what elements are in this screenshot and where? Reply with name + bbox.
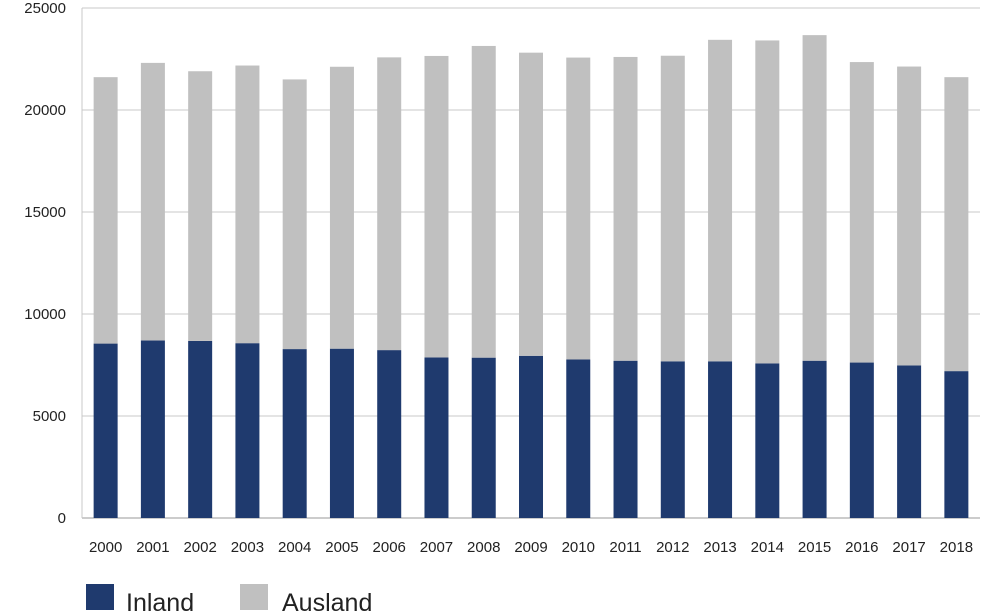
x-tick-label: 2003 (231, 539, 264, 556)
x-tick-label: 2014 (751, 539, 784, 556)
bar-inland-2016 (849, 362, 874, 518)
bar-inland-2009 (519, 355, 543, 518)
legend-label-ausland: Ausland (282, 589, 372, 616)
bar-inland-2006 (377, 350, 402, 518)
bar-ausland-2018 (944, 77, 969, 372)
bar-ausland-2000 (93, 77, 118, 344)
bar-inland-2000 (93, 343, 118, 518)
y-tick-label: 5000 (33, 408, 66, 425)
bar-inland-2018 (944, 371, 969, 518)
x-tick-label: 2008 (467, 539, 500, 556)
bar-inland-2012 (660, 361, 685, 518)
x-tick-label: 2010 (562, 539, 595, 556)
y-tick-label: 25000 (24, 0, 66, 17)
bar-inland-2010 (566, 359, 591, 518)
x-tick-label: 2011 (609, 539, 641, 556)
x-tick-label: 2017 (892, 539, 925, 556)
x-tick-label: 2004 (278, 539, 311, 556)
x-tick-label: 2013 (703, 539, 736, 556)
x-tick-label: 2000 (89, 539, 122, 556)
x-tick-label: 2018 (940, 539, 973, 556)
x-tick-label: 2016 (845, 539, 878, 556)
bar-ausland-2003 (235, 65, 260, 344)
y-tick-label: 10000 (24, 306, 66, 323)
bar-ausland-2006 (377, 57, 402, 351)
bar-ausland-2008 (471, 45, 496, 358)
x-tick-label: 2001 (136, 539, 169, 556)
bar-inland-2003 (235, 343, 260, 518)
y-tick-label: 20000 (24, 102, 66, 119)
legend-swatch-inland (86, 584, 114, 610)
x-tick-label: 2009 (514, 539, 547, 556)
bars (93, 35, 969, 518)
bar-ausland-2005 (329, 66, 354, 349)
bar-inland-2001 (140, 340, 165, 518)
bar-inland-2002 (188, 340, 213, 518)
bar-ausland-2001 (140, 62, 165, 341)
legend: Inland Ausland (86, 584, 372, 616)
bar-inland-2014 (755, 363, 780, 518)
bar-inland-2011 (613, 360, 638, 518)
bar-inland-2005 (329, 348, 354, 518)
x-tick-label: 2005 (325, 539, 358, 556)
x-tick-label: 2007 (420, 539, 453, 556)
x-axis-ticks: 2000 2001 2002 2003 2004 2005 2006 2007 2008 2009… (89, 539, 973, 556)
bar-ausland-2002 (188, 71, 213, 341)
bar-ausland-2010 (566, 57, 591, 360)
bar-ausland-2011 (613, 56, 638, 361)
y-tick-label: 15000 (24, 204, 66, 221)
bar-ausland-2007 (424, 55, 449, 358)
x-tick-label: 2006 (373, 539, 406, 556)
bar-inland-2015 (802, 360, 827, 518)
bar-ausland-2016 (849, 62, 874, 363)
bar-ausland-2009 (519, 52, 543, 356)
x-tick-label: 2015 (798, 539, 831, 556)
bar-ausland-2017 (897, 66, 922, 366)
bar-ausland-2012 (660, 55, 685, 362)
bar-ausland-2014 (755, 40, 780, 364)
x-tick-label: 2012 (656, 539, 689, 556)
bar-ausland-2013 (708, 39, 733, 362)
legend-label-inland: Inland (126, 589, 194, 616)
bar-inland-2017 (897, 365, 922, 518)
y-tick-label: 0 (58, 510, 66, 527)
bar-inland-2004 (282, 349, 307, 518)
y-axis-ticks: 0 5000 10000 15000 20000 25000 (24, 0, 66, 527)
bar-ausland-2004 (282, 79, 307, 350)
bar-inland-2008 (471, 357, 496, 518)
bar-inland-2007 (424, 357, 449, 518)
bar-ausland-2015 (802, 35, 827, 361)
legend-swatch-ausland (240, 584, 268, 610)
x-tick-label: 2002 (183, 539, 216, 556)
bar-inland-2013 (708, 361, 733, 518)
